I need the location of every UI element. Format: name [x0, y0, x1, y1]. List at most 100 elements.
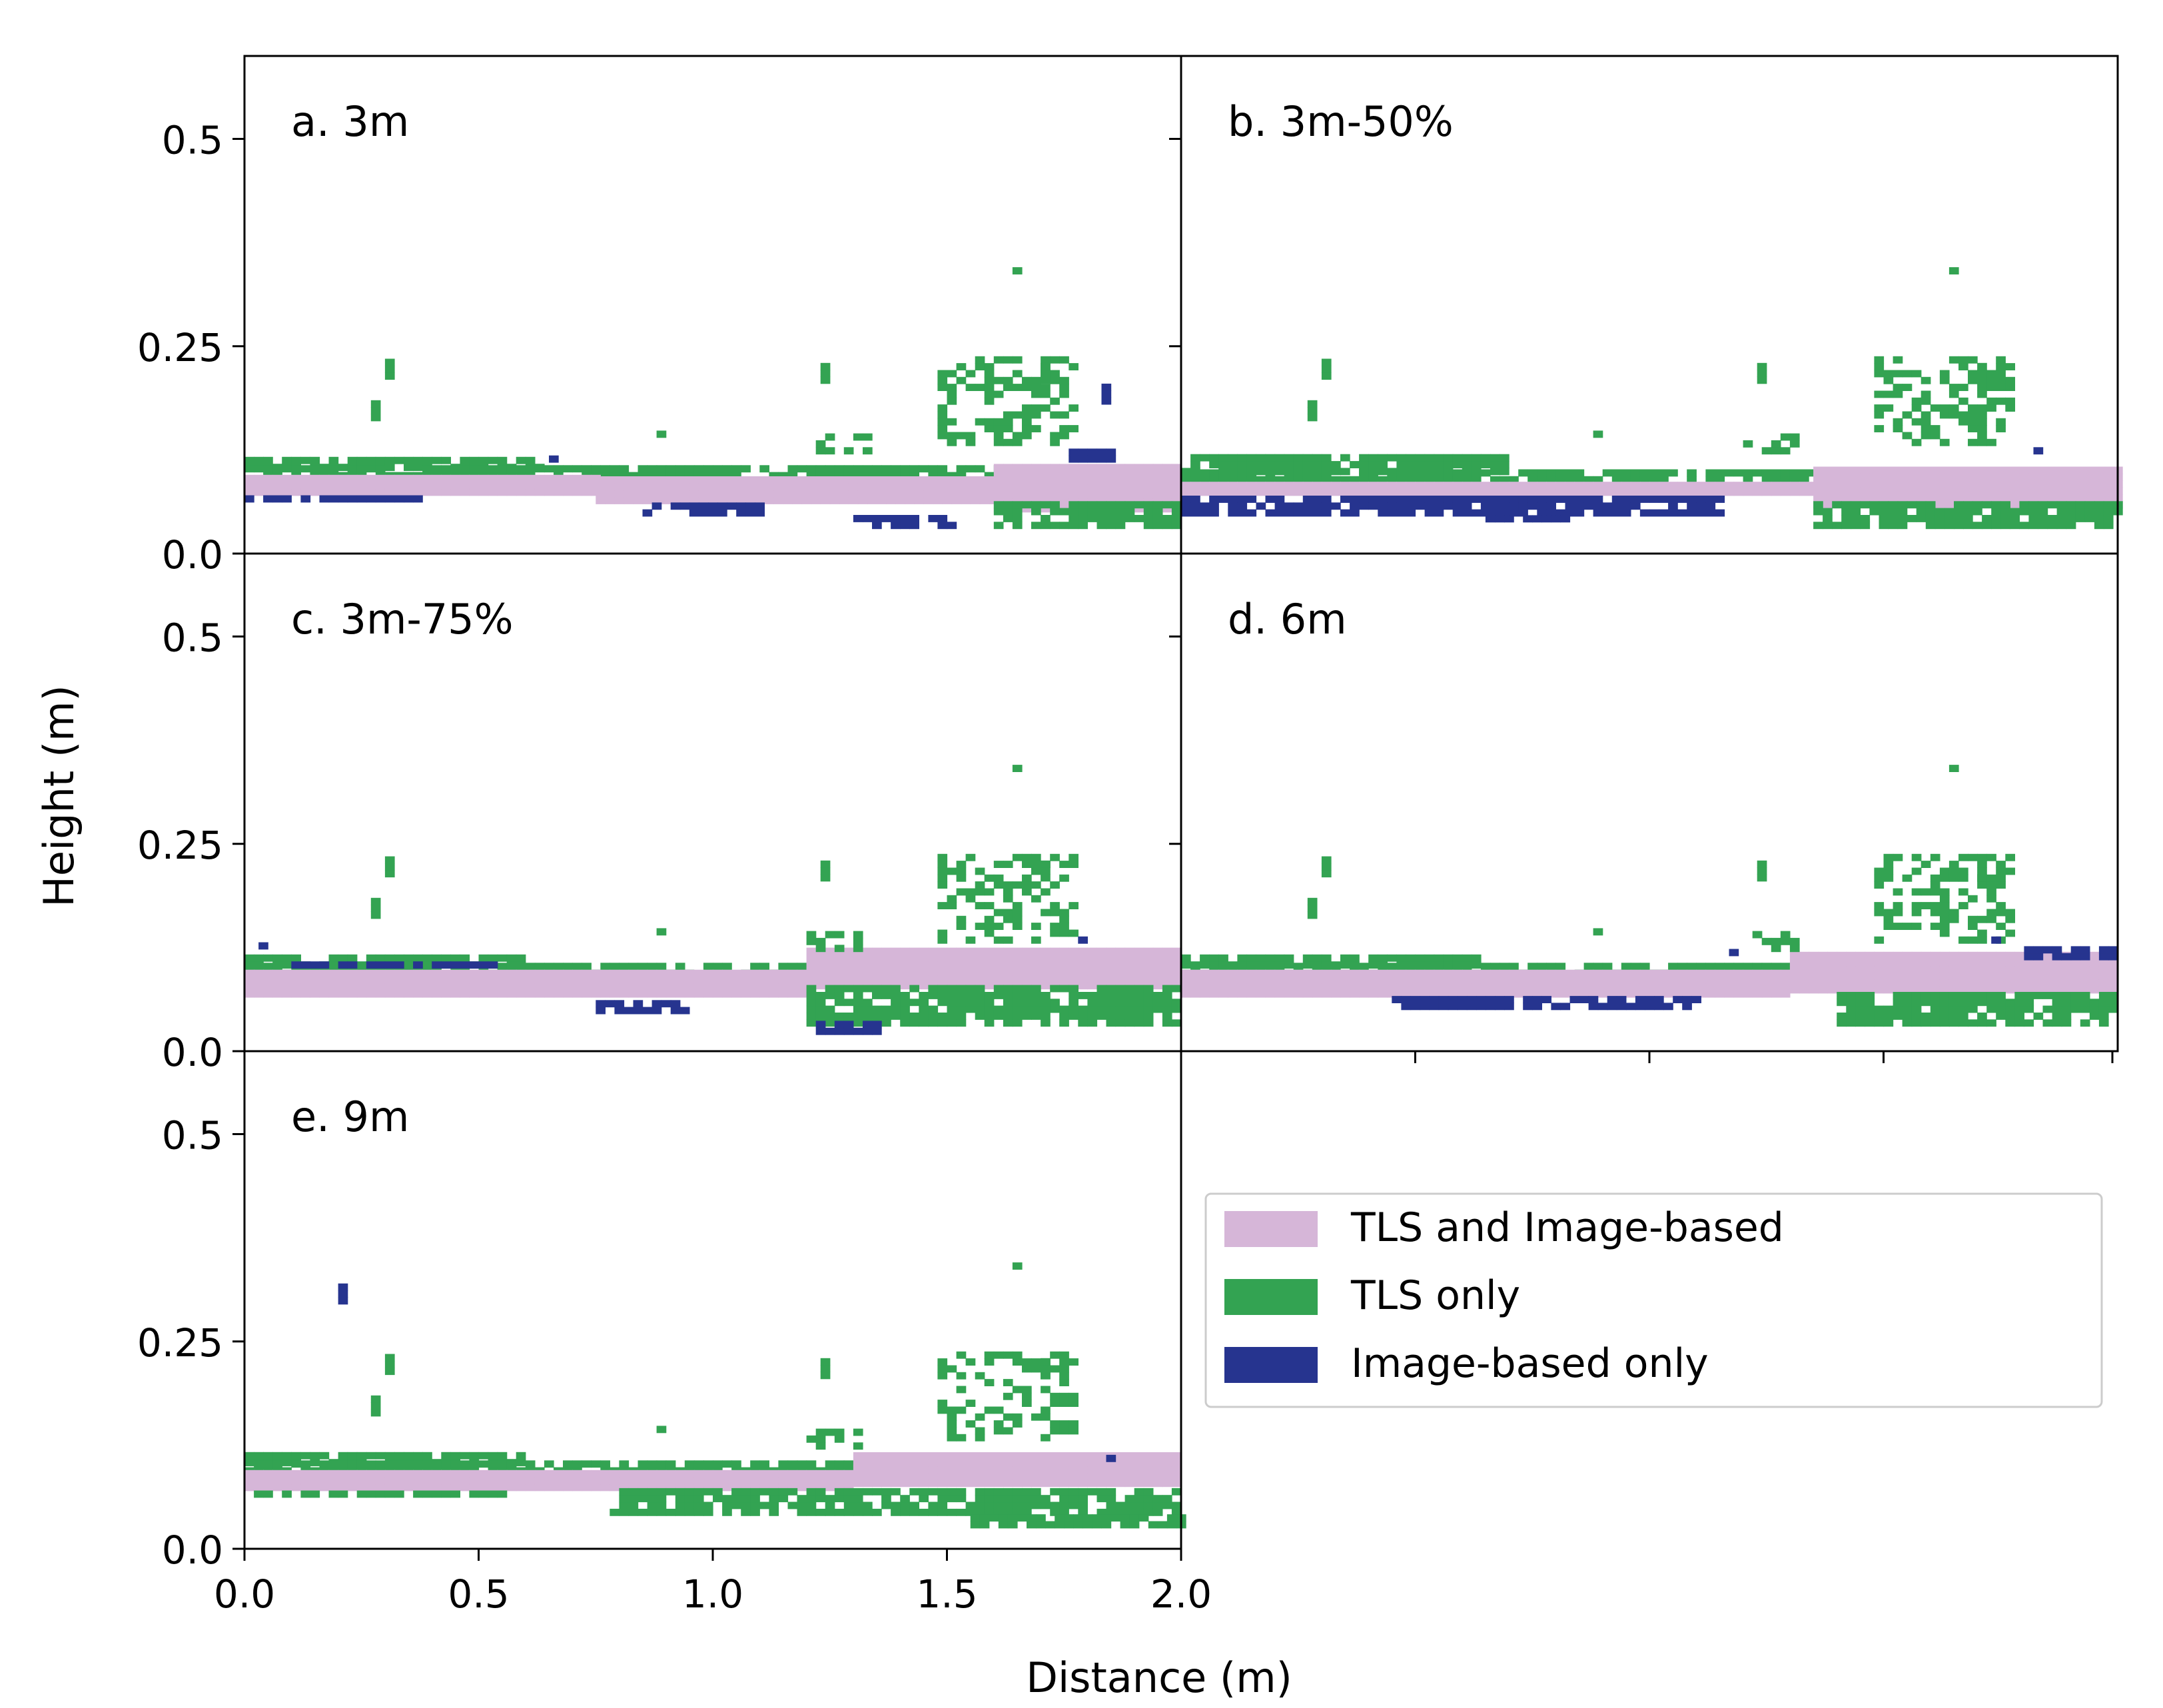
- cell-tls-only: [1771, 476, 1781, 484]
- cell-both: [582, 990, 592, 998]
- cell-both: [881, 947, 891, 955]
- cell-tls-only: [544, 963, 554, 971]
- cell-image-only: [1293, 509, 1304, 517]
- cell-tls-only: [1228, 461, 1238, 468]
- cell-both: [582, 977, 592, 984]
- cell-tls-only: [1865, 1013, 1875, 1020]
- cell-tls-only: [2056, 501, 2067, 509]
- cell-both: [1003, 1473, 1013, 1480]
- cell-both: [1968, 959, 1978, 967]
- cell-both: [1733, 969, 1744, 977]
- cell-both: [356, 482, 367, 490]
- cell-both: [413, 1477, 423, 1485]
- cell-both: [1809, 979, 1819, 987]
- cell-tls-only: [993, 1501, 1004, 1509]
- cell-tls-only: [2014, 1005, 2024, 1013]
- cell-both: [1003, 478, 1013, 485]
- cell-both: [1602, 482, 1613, 490]
- cell-tls-only: [1968, 915, 1978, 923]
- cell-both: [1031, 1452, 1041, 1460]
- cell-tls-only: [1996, 861, 2006, 868]
- cell-tls-only: [1106, 522, 1116, 530]
- cell-tls-only: [1359, 461, 1369, 468]
- cell-tls-only: [2070, 999, 2081, 1007]
- cell-tls-only: [619, 963, 630, 971]
- cell-both: [1527, 977, 1537, 984]
- cell-tls-only: [1823, 515, 1833, 522]
- cell-both: [1715, 969, 1725, 977]
- cell-both: [979, 497, 990, 504]
- cell-tls-only: [1082, 1514, 1093, 1522]
- cell-tls-only: [1977, 404, 1987, 412]
- cell-both: [1134, 484, 1144, 492]
- cell-tls-only: [1874, 411, 1885, 419]
- cell-both: [933, 483, 943, 491]
- cell-tls-only: [1921, 888, 1931, 896]
- point-image-only: [338, 1297, 348, 1305]
- cell-tls-only: [947, 1413, 957, 1421]
- cell-tls-only: [1143, 1508, 1154, 1516]
- cell-both: [815, 1477, 826, 1485]
- cell-tls-only: [806, 1019, 817, 1027]
- cell-both: [806, 1477, 817, 1485]
- cell-image-only: [1190, 502, 1200, 510]
- cell-tls-only: [1106, 1488, 1116, 1495]
- cell-tls-only: [956, 867, 967, 875]
- cell-both: [1452, 977, 1463, 984]
- cell-both: [282, 488, 292, 496]
- cell-both: [1518, 482, 1528, 490]
- cell-both: [1012, 464, 1023, 472]
- cell-tls-only: [815, 465, 826, 473]
- cell-both: [1789, 959, 1800, 967]
- cell-both: [1209, 977, 1219, 984]
- cell-tls-only: [834, 992, 845, 999]
- cell-tls-only: [693, 472, 704, 480]
- point-tls-only: [370, 905, 381, 912]
- cell-tls-only: [1921, 418, 1931, 426]
- cell-tls-only: [1022, 1386, 1032, 1394]
- cell-tls-only: [1851, 501, 1861, 509]
- cell-both: [1907, 487, 1917, 495]
- cell-both: [684, 1477, 695, 1485]
- cell-both: [1321, 983, 1332, 991]
- cell-both: [600, 990, 610, 998]
- cell-tls-only: [731, 1488, 741, 1495]
- cell-tls-only: [1143, 1019, 1154, 1027]
- cell-tls-only: [1921, 861, 1931, 868]
- cell-both: [384, 1470, 395, 1478]
- cell-both: [1752, 977, 1763, 984]
- cell-tls-only: [1958, 397, 1968, 405]
- cell-image-only: [1069, 448, 1079, 456]
- cell-tls-only: [1500, 476, 1510, 484]
- cell-both: [1171, 464, 1182, 472]
- cell-tls-only: [1115, 1005, 1126, 1013]
- cell-tls-only: [863, 1013, 873, 1020]
- cell-tls-only: [404, 1460, 414, 1468]
- cell-both: [244, 969, 254, 977]
- cell-tls-only: [1059, 411, 1069, 419]
- cell-tls-only: [291, 456, 301, 464]
- cell-both: [1527, 969, 1537, 977]
- cell-tls-only: [1312, 476, 1322, 484]
- cell-both: [919, 1452, 929, 1460]
- cell-both: [993, 961, 1004, 969]
- cell-both: [1256, 482, 1266, 490]
- cell-image-only: [1565, 502, 1575, 510]
- cell-both: [736, 483, 746, 491]
- cell-both: [282, 1484, 292, 1492]
- cell-both: [1143, 1452, 1154, 1460]
- cell-both: [1087, 464, 1098, 472]
- cell-both: [1181, 977, 1191, 984]
- cell-tls-only: [1166, 1521, 1177, 1529]
- cell-tls-only: [1977, 384, 1987, 391]
- cell-tls-only: [1462, 476, 1472, 484]
- cell-both: [1537, 977, 1547, 984]
- cell-both: [778, 1470, 789, 1478]
- cell-both: [1041, 1480, 1051, 1488]
- cell-tls-only: [1041, 1013, 1051, 1020]
- point-tls-only: [1977, 867, 1987, 875]
- cell-tls-only: [1340, 954, 1350, 962]
- cell-tls-only: [815, 1508, 826, 1516]
- cell-tls-only: [825, 1508, 835, 1516]
- point-tls-only: [820, 362, 831, 370]
